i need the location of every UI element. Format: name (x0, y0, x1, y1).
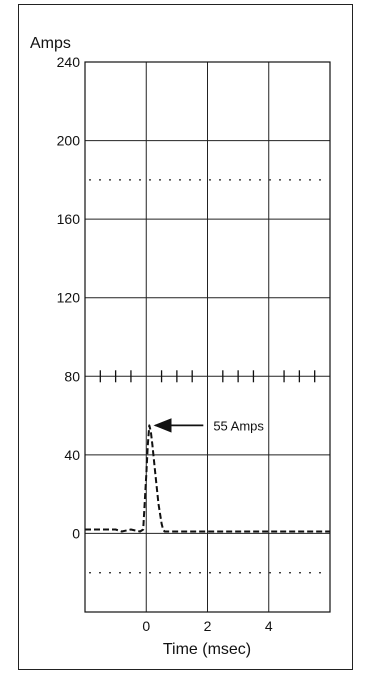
trigger-marks (99, 370, 316, 383)
y-tick-label: 160 (57, 211, 81, 227)
x-tick-label: 4 (265, 618, 273, 634)
y-tick-label: 0 (72, 525, 80, 541)
y-tick-label: 200 (57, 133, 81, 149)
y-tick-label: 120 (57, 290, 81, 306)
x-tick-label: 0 (142, 618, 150, 634)
y-axis-title: Amps (30, 35, 71, 52)
y-tick-label: 40 (64, 447, 80, 463)
y-tick-label: 80 (64, 368, 80, 384)
x-axis-title: Time (msec) (163, 641, 251, 658)
grid (84, 61, 331, 612)
series-group (85, 424, 330, 533)
figure-frame (18, 4, 353, 670)
y-tick-label: 240 (57, 54, 81, 70)
y-tick-labels: 0 40 80 120 160 200 240 (57, 54, 81, 541)
plot-area-border (84, 61, 331, 613)
x-tick-label: 2 (204, 618, 212, 634)
annotations: 55 Amps (153, 418, 264, 433)
annotation-label: 55 Amps (213, 418, 264, 433)
series-line (85, 424, 330, 533)
x-tick-labels: 0 2 4 (142, 618, 273, 634)
